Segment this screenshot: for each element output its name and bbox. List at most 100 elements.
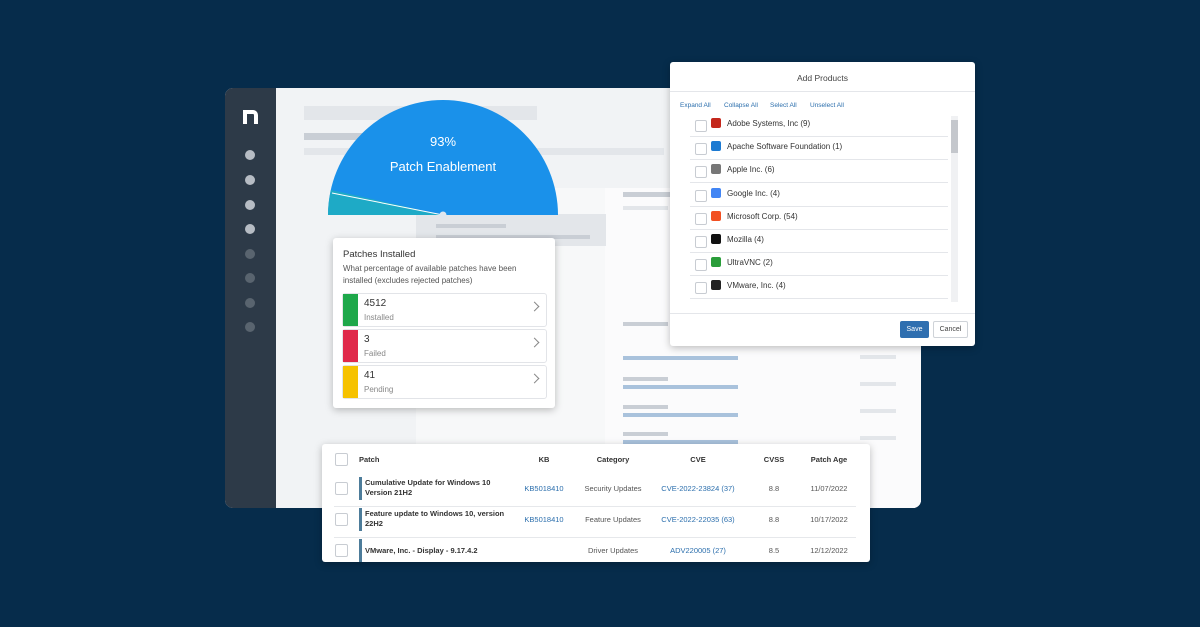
product-item[interactable]: Apache Software Foundation (1) [690, 136, 948, 161]
cancel-button[interactable]: Cancel [933, 321, 968, 338]
toolbar-action[interactable]: Select All [770, 102, 797, 109]
status-label: Pending [364, 385, 394, 394]
product-item[interactable]: Mozilla (4) [690, 229, 948, 253]
placeholder [623, 413, 738, 417]
placeholder [623, 192, 673, 197]
checkbox[interactable] [335, 544, 348, 557]
cell: 8.5 [768, 546, 780, 555]
nav-icon[interactable] [245, 322, 255, 332]
gauge-segment [328, 190, 443, 215]
chevron [529, 337, 540, 348]
nav-icon[interactable] [245, 224, 255, 234]
nav-icon[interactable] [245, 298, 255, 308]
product-name: Mozilla (4) [727, 235, 764, 244]
product-icon [711, 118, 721, 128]
column-header: Patch [359, 455, 380, 464]
placeholder [436, 224, 506, 228]
cell: Feature Updates [585, 515, 641, 524]
product-item[interactable]: Google Inc. (4) [690, 183, 948, 207]
product-item[interactable]: Microsoft Corp. (54) [690, 206, 948, 230]
nav-icon[interactable] [245, 150, 255, 160]
checkbox[interactable] [695, 143, 707, 156]
product-item[interactable]: VMware, Inc. (4) [690, 275, 948, 300]
placeholder [860, 382, 896, 386]
status-row[interactable]: 41 Pending [342, 365, 547, 399]
checkbox[interactable] [695, 189, 707, 202]
cell[interactable]: CVE-2022-22035 (63) [661, 515, 735, 524]
status-count: 3 [364, 334, 370, 345]
gauge-needle [331, 192, 444, 216]
checkbox[interactable] [695, 166, 707, 179]
nav-icon[interactable] [245, 273, 255, 283]
checkbox[interactable] [695, 212, 707, 225]
product-item[interactable]: Adobe Systems, Inc (9) [690, 113, 948, 137]
nav-icon[interactable] [245, 175, 255, 185]
product-icon [711, 210, 721, 221]
nav-icon[interactable] [245, 200, 255, 210]
card-title: Patches Installed [343, 249, 416, 260]
cell[interactable]: ADV220005 (27) [670, 546, 726, 555]
product-name: Apple Inc. (6) [727, 165, 775, 175]
chevron [529, 301, 540, 312]
dialog-title: Add Products [796, 73, 849, 83]
product-icon [711, 187, 721, 198]
column-header: Category [596, 455, 630, 464]
cell: 8.8 [768, 484, 780, 493]
product-icon [711, 257, 721, 268]
placeholder [860, 409, 896, 413]
toolbar-action[interactable]: Unselect All [810, 102, 844, 109]
divider [670, 91, 975, 92]
placeholder [623, 322, 668, 326]
checkbox[interactable] [695, 259, 707, 272]
checkbox[interactable] [335, 513, 348, 526]
status-count: 41 [364, 370, 376, 381]
status-label: Installed [364, 313, 394, 322]
add-products-dialog: Add Products Expand All Collapse All Selec… [670, 62, 975, 346]
column-header: CVSS [763, 455, 785, 464]
checkbox[interactable] [335, 482, 348, 495]
product-icon [711, 164, 721, 175]
product-item[interactable]: UltraVNC (2) [690, 252, 948, 277]
status-row[interactable]: 3 Failed [342, 329, 547, 363]
status-row[interactable]: 4512 Installed [342, 293, 547, 327]
nav-icon[interactable] [245, 249, 255, 259]
column-header: KB [538, 455, 550, 464]
checkbox[interactable] [695, 282, 707, 295]
row-divider [334, 506, 856, 507]
status-count: 4512 [364, 298, 387, 309]
product-name: UltraVNC (2) [727, 258, 773, 268]
save-button[interactable]: Save [900, 321, 929, 338]
scrollbar-thumb[interactable] [951, 120, 958, 153]
gauge-arc [328, 100, 558, 215]
checkbox[interactable] [335, 453, 348, 466]
patch-table: Patch KB Category CVE CVSS Patch Age Cumulativ… [322, 444, 870, 562]
placeholder [623, 440, 738, 444]
row-divider [334, 537, 856, 538]
checkbox[interactable] [695, 236, 707, 248]
product-item[interactable]: Apple Inc. (6) [690, 159, 948, 184]
product-name: VMware, Inc. (4) [727, 281, 786, 291]
cell[interactable]: KB5018410 [524, 484, 564, 493]
cell[interactable]: KB5018410 [524, 515, 564, 524]
toolbar-action[interactable]: Expand All [680, 102, 711, 109]
product-name: Apache Software Foundation (1) [727, 142, 843, 152]
placeholder [304, 133, 364, 140]
cell[interactable]: CVE-2022-23824 (37) [661, 484, 735, 493]
placeholder [860, 436, 896, 440]
patch-name: Cumulative Update for Windows 10 Version… [365, 478, 491, 497]
scrollbar-track [951, 116, 958, 302]
product-name: Microsoft Corp. (54) [727, 211, 798, 221]
column-header: Patch Age [810, 455, 848, 464]
product-name: Google Inc. (4) [727, 188, 780, 198]
cell: 8.8 [768, 515, 780, 524]
column-header: CVE [690, 455, 706, 464]
row-bar [359, 477, 362, 500]
placeholder [623, 206, 668, 210]
placeholder [623, 385, 738, 389]
row-bar [359, 508, 362, 531]
patch-name: VMware, Inc. - Display - 9.17.4.2 [365, 546, 478, 555]
checkbox[interactable] [695, 120, 707, 132]
toolbar-action[interactable]: Collapse All [724, 102, 758, 109]
product-name: Adobe Systems, Inc (9) [727, 119, 811, 128]
